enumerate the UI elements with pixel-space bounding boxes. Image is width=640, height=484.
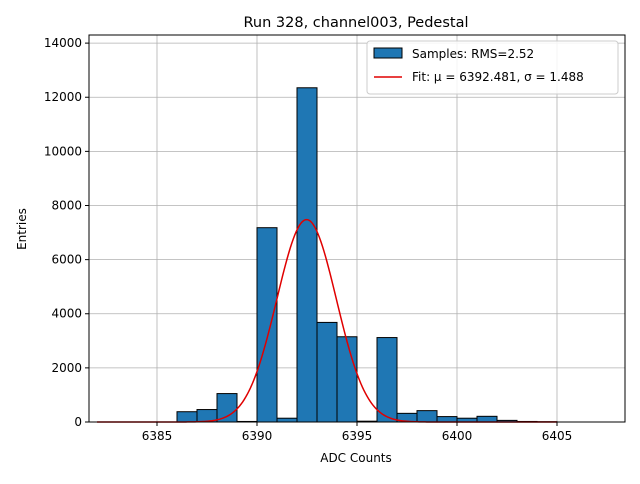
legend-histogram-swatch [374, 48, 402, 58]
y-tick-label: 14000 [44, 36, 82, 50]
y-tick-label: 10000 [44, 144, 82, 158]
histogram-bar [177, 412, 197, 422]
y-tick-label: 8000 [51, 198, 82, 212]
x-tick-label: 6385 [142, 429, 173, 443]
histogram-bar [377, 338, 397, 422]
y-tick-label: 0 [74, 415, 82, 429]
legend: Samples: RMS=2.52 Fit: μ = 6392.481, σ =… [367, 41, 618, 94]
chart-title: Run 328, channel003, Pedestal [243, 15, 468, 31]
histogram-bar [257, 228, 277, 422]
histogram-bar [297, 88, 317, 422]
x-tick-label: 6400 [442, 429, 473, 443]
y-tick-label: 2000 [51, 361, 82, 375]
x-tick-label: 6390 [242, 429, 273, 443]
histogram-bar [217, 394, 237, 422]
histogram-bar [337, 337, 357, 422]
y-tick-label: 12000 [44, 90, 82, 104]
x-tick-label: 6395 [342, 429, 373, 443]
y-tick-label: 6000 [51, 253, 82, 267]
histogram-bar [477, 416, 497, 422]
y-axis-label: Entries [15, 208, 29, 250]
histogram-bar [317, 322, 337, 422]
histogram-bar [417, 411, 437, 422]
x-axis-label: ADC Counts [320, 451, 392, 465]
x-tick-label: 6405 [542, 429, 573, 443]
y-tick-label: 4000 [51, 307, 82, 321]
legend-fit-label: Fit: μ = 6392.481, σ = 1.488 [412, 70, 584, 84]
legend-histogram-label: Samples: RMS=2.52 [412, 47, 534, 61]
histogram-bar [277, 418, 297, 422]
histogram-bar [437, 417, 457, 422]
